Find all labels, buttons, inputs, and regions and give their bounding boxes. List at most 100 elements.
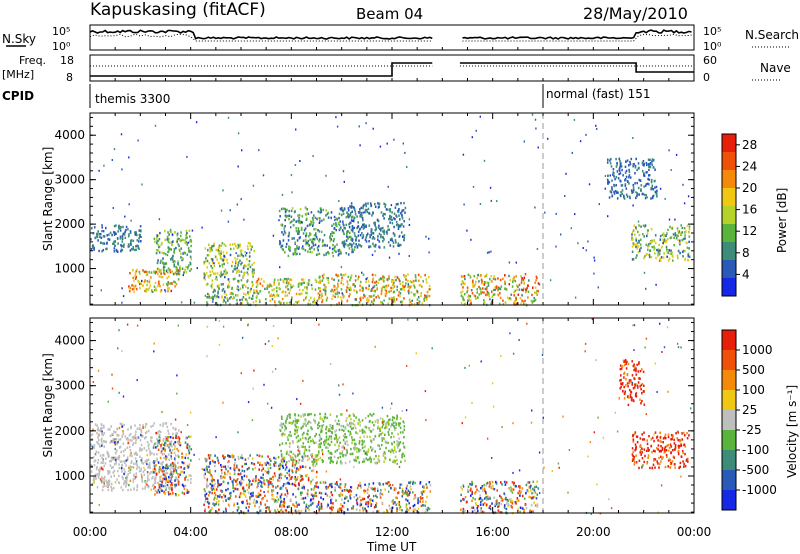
data-pixel bbox=[391, 419, 394, 422]
data-pixel bbox=[154, 489, 157, 493]
data-pixel bbox=[338, 216, 340, 220]
data-pixel bbox=[340, 461, 343, 464]
data-pixel bbox=[285, 421, 287, 424]
data-pixel bbox=[659, 249, 661, 252]
data-pixel bbox=[256, 283, 259, 287]
data-pixel bbox=[528, 279, 530, 282]
data-pixel bbox=[634, 242, 636, 246]
data-pixel bbox=[313, 297, 316, 301]
data-pixel bbox=[635, 226, 637, 229]
data-pixel bbox=[367, 450, 370, 453]
data-pixel bbox=[168, 486, 170, 489]
data-pixel bbox=[385, 230, 388, 234]
data-pixel bbox=[228, 454, 231, 458]
data-pixel bbox=[304, 297, 307, 300]
data-pixel bbox=[305, 505, 308, 508]
data-pixel bbox=[168, 446, 170, 449]
data-pixel bbox=[280, 425, 283, 428]
data-pixel bbox=[683, 202, 686, 205]
data-pixel bbox=[412, 491, 414, 494]
data-pixel bbox=[208, 262, 211, 265]
data-pixel bbox=[508, 283, 511, 286]
data-pixel bbox=[94, 236, 97, 239]
data-pixel bbox=[204, 500, 207, 503]
data-pixel bbox=[338, 252, 340, 255]
data-pixel bbox=[372, 273, 374, 277]
data-pixel bbox=[171, 445, 173, 448]
data-pixel bbox=[299, 221, 302, 225]
data-pixel bbox=[155, 464, 157, 467]
data-pixel bbox=[158, 283, 160, 286]
data-pixel bbox=[245, 298, 247, 301]
data-pixel bbox=[129, 479, 132, 482]
data-pixel bbox=[101, 437, 103, 440]
data-pixel bbox=[186, 253, 189, 256]
data-pixel bbox=[331, 277, 333, 280]
data-pixel bbox=[682, 183, 684, 186]
data-pixel bbox=[278, 464, 280, 468]
data-pixel bbox=[321, 219, 323, 222]
data-pixel bbox=[302, 484, 305, 487]
data-pixel bbox=[182, 274, 184, 277]
data-pixel bbox=[223, 270, 226, 273]
data-pixel bbox=[353, 248, 356, 251]
data-pixel bbox=[236, 262, 238, 265]
data-pixel bbox=[424, 504, 427, 507]
data-pixel bbox=[348, 433, 351, 437]
data-pixel bbox=[335, 217, 338, 221]
data-pixel bbox=[307, 440, 309, 443]
data-pixel bbox=[425, 500, 427, 503]
data-pixel bbox=[262, 467, 265, 470]
data-pixel bbox=[216, 272, 219, 275]
data-pixel bbox=[654, 241, 657, 245]
data-pixel bbox=[236, 502, 239, 505]
data-pixel bbox=[367, 300, 369, 303]
data-pixel bbox=[294, 458, 296, 462]
data-pixel bbox=[636, 241, 639, 245]
data-pixel bbox=[385, 292, 388, 295]
data-pixel bbox=[643, 271, 646, 274]
data-pixel bbox=[325, 435, 328, 438]
data-pixel bbox=[396, 414, 398, 417]
data-pixel bbox=[279, 278, 282, 281]
data-pixel bbox=[318, 491, 321, 495]
data-pixel bbox=[347, 244, 349, 247]
data-pixel bbox=[135, 438, 137, 442]
data-pixel bbox=[162, 438, 165, 441]
data-pixel bbox=[321, 279, 323, 282]
data-pixel bbox=[344, 483, 347, 486]
data-pixel bbox=[355, 447, 357, 450]
data-pixel bbox=[148, 443, 150, 446]
data-pixel bbox=[331, 247, 334, 251]
data-pixel bbox=[146, 288, 148, 291]
data-pixel bbox=[513, 290, 515, 294]
data-pixel bbox=[514, 299, 516, 303]
data-pixel bbox=[472, 285, 474, 288]
data-pixel bbox=[521, 294, 523, 297]
data-pixel bbox=[350, 417, 352, 421]
data-pixel bbox=[657, 252, 659, 256]
data-pixel bbox=[417, 296, 420, 299]
data-pixel bbox=[382, 285, 384, 289]
data-pixel bbox=[307, 476, 310, 480]
data-pixel bbox=[105, 440, 107, 444]
data-pixel bbox=[355, 274, 357, 278]
data-pixel bbox=[294, 164, 297, 166]
data-pixel bbox=[309, 303, 312, 306]
data-pixel bbox=[229, 455, 232, 458]
data-pixel bbox=[249, 244, 252, 247]
data-pixel bbox=[305, 419, 307, 422]
data-pixel bbox=[504, 301, 507, 304]
data-pixel bbox=[250, 248, 253, 251]
data-pixel bbox=[306, 241, 309, 244]
data-pixel bbox=[161, 461, 163, 465]
data-pixel bbox=[624, 171, 627, 174]
data-pixel bbox=[688, 225, 691, 228]
data-pixel bbox=[277, 279, 279, 282]
data-pixel bbox=[277, 510, 280, 514]
data-pixel bbox=[328, 457, 331, 460]
data-pixel bbox=[156, 261, 159, 265]
data-pixel bbox=[208, 293, 210, 297]
data-pixel bbox=[130, 243, 132, 246]
